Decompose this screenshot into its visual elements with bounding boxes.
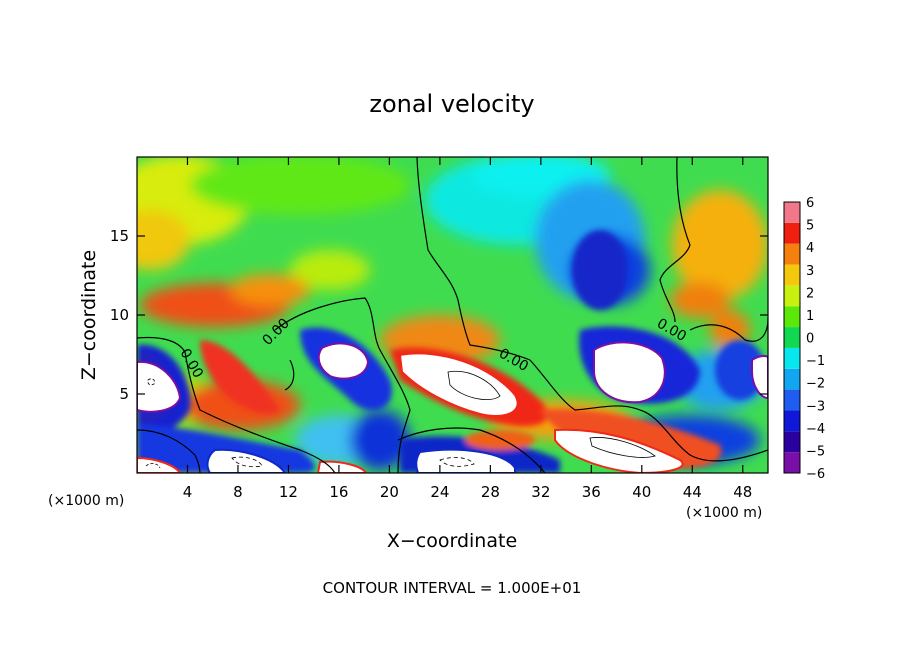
colorbar-label: 2 — [806, 286, 814, 301]
colorbar-swatch — [784, 243, 800, 265]
y-tick-label: 5 — [119, 385, 129, 403]
colorbar-label: 0 — [806, 332, 814, 347]
x-tick-label: 48 — [733, 483, 752, 501]
colorbar-label: −1 — [806, 354, 825, 369]
colorbar-label: 1 — [806, 309, 814, 324]
heatmap-field: 0.00 0.00 0.00 0.00 — [137, 157, 768, 473]
inner-contours — [145, 370, 656, 469]
x-axis: 4 8 12 16 20 24 28 32 36 40 44 48 — [183, 157, 752, 501]
y-axis-label: Z−coordinate — [78, 250, 100, 380]
colorbar-swatch — [784, 452, 800, 473]
colorbar-label: 5 — [806, 219, 814, 234]
x-tick-label: 28 — [481, 483, 500, 501]
x-axis-label: X−coordinate — [387, 530, 517, 552]
colorbar-swatch — [784, 431, 800, 453]
colorbar-swatch — [784, 264, 800, 286]
colorbar-label: 3 — [806, 264, 814, 279]
colorbar-swatch — [784, 222, 800, 244]
colorbar-swatch — [784, 410, 800, 432]
colorbar-label: −5 — [806, 444, 825, 459]
x-tick-label: 12 — [279, 483, 298, 501]
colorbar-swatch — [784, 202, 800, 223]
x-tick-label: 40 — [632, 483, 651, 501]
x-tick-label: 8 — [233, 483, 243, 501]
x-tick-label: 32 — [531, 483, 550, 501]
colorbar-label: −3 — [806, 399, 825, 414]
zero-contours — [137, 157, 768, 473]
x-axis-unit-right: (×1000 m) — [686, 505, 762, 521]
x-tick-label: 36 — [582, 483, 601, 501]
colorbar-label: 4 — [806, 241, 814, 256]
contour-interval-note: CONTOUR INTERVAL = 1.000E+01 — [323, 579, 582, 597]
colorbar-label: −2 — [806, 377, 825, 392]
y-axis: 5 10 15 — [110, 227, 768, 403]
x-tick-label: 44 — [683, 483, 702, 501]
colorbar-swatch — [784, 347, 800, 369]
colorbar-swatch — [784, 368, 800, 390]
x-axis-unit-left: (×1000 m) — [48, 493, 124, 509]
y-tick-label: 10 — [110, 306, 129, 324]
colorbar-label: −6 — [806, 467, 825, 482]
colorbar-label: −4 — [806, 422, 825, 437]
colorbar-swatch — [784, 327, 800, 348]
x-tick-label: 20 — [380, 483, 399, 501]
y-tick-label: 15 — [110, 227, 129, 245]
chart-title: zonal velocity — [369, 90, 534, 118]
colorbar-swatch — [784, 306, 800, 328]
colorbar-swatch — [784, 389, 800, 411]
colorbar-swatch — [784, 285, 800, 307]
colorbar-frame — [783, 201, 801, 474]
colorbar: −6 −5 −4 −3 −2 −1 0 1 2 3 4 5 6 — [783, 196, 825, 482]
x-tick-label: 24 — [430, 483, 449, 501]
x-tick-label: 4 — [183, 483, 193, 501]
x-tick-label: 16 — [329, 483, 348, 501]
saturated-regions — [137, 341, 768, 473]
colorbar-label: 6 — [806, 196, 814, 211]
